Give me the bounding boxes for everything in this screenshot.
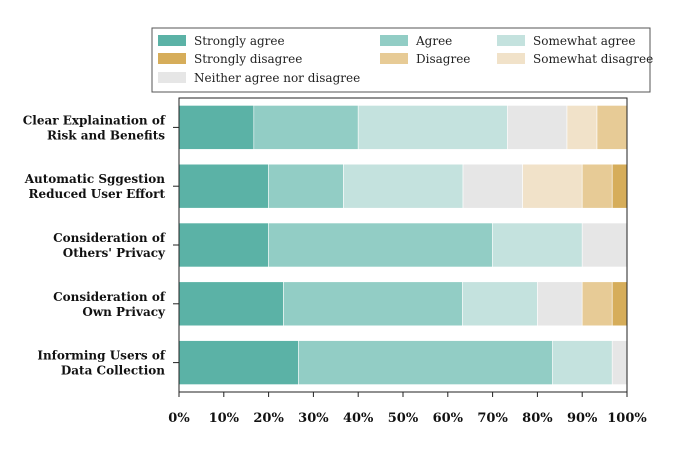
- legend-swatch: [158, 53, 186, 64]
- axes-group: [173, 97, 628, 397]
- bar-segment-strongly-agree: [178, 340, 299, 385]
- x-tick-label: 40%: [343, 411, 374, 426]
- x-tick-label: 50%: [388, 411, 419, 426]
- bar-segment-disagree: [581, 281, 613, 327]
- legend-swatch: [497, 53, 525, 64]
- bar-segment-strongly-disagree: [611, 281, 628, 327]
- bar-segment-agree: [268, 222, 493, 268]
- legend-item-strongly-agree: Strongly agree: [158, 34, 285, 48]
- bar-segment-somewhat-agree: [357, 105, 508, 150]
- legend-swatch: [497, 35, 525, 46]
- bar-segment-somewhat-agree: [492, 222, 583, 268]
- bar-segment-neither-agree-nor-disagree: [581, 222, 628, 268]
- legend-label: Disagree: [416, 52, 470, 66]
- legend-swatch: [380, 35, 408, 46]
- x-tick-label: 30%: [298, 411, 329, 426]
- legend-item-strongly-disagree: Strongly disagree: [158, 52, 302, 66]
- bar-segment-agree: [268, 163, 344, 209]
- legend-label: Neither agree nor disagree: [194, 71, 360, 85]
- x-tick-label: 80%: [522, 411, 553, 426]
- legend-label: Strongly agree: [194, 34, 285, 48]
- bar-segment-neither-agree-nor-disagree: [462, 163, 523, 209]
- bar-segment-disagree: [596, 105, 628, 150]
- bar-segment-agree: [253, 105, 359, 150]
- legend-item-somewhat-agree: Somewhat agree: [497, 34, 636, 48]
- x-tick-label: 20%: [253, 411, 284, 426]
- category-label: Consideration of Own Privacy: [53, 290, 166, 319]
- category-label: Consideration of Others' Privacy: [53, 231, 166, 260]
- legend-item-agree: Agree: [380, 34, 452, 48]
- bar-segment-strongly-agree: [178, 281, 284, 327]
- x-tick-label: 100%: [607, 411, 647, 426]
- bars-group: [178, 105, 628, 385]
- bar-segment-agree: [298, 340, 553, 385]
- bar-segment-strongly-agree: [178, 163, 269, 209]
- legend-item-somewhat-disagree: Somewhat disagree: [497, 52, 653, 66]
- x-tick-label: 60%: [433, 411, 464, 426]
- legend: Strongly agree Agree Somewhat agree Strongl…: [158, 34, 653, 85]
- x-tick-label: 70%: [477, 411, 508, 426]
- bar-segment-somewhat-agree: [343, 163, 464, 209]
- legend-item-neither-agree-nor-disagree: Neither agree nor disagree: [158, 71, 360, 85]
- bar-segment-strongly-disagree: [611, 163, 628, 209]
- legend-item-disagree: Disagree: [380, 52, 470, 66]
- bar-segment-somewhat-disagree: [566, 105, 598, 150]
- x-tick-labels: 0% 10% 20% 30% 40% 50% 60% 70% 80% 90% 100%: [168, 411, 647, 426]
- bar-segment-disagree: [581, 163, 613, 209]
- bar-segment-agree: [283, 281, 463, 327]
- legend-label: Strongly disagree: [194, 52, 302, 66]
- category-label: Informing Users of Data Collection: [37, 349, 165, 378]
- legend-swatch: [380, 53, 408, 64]
- bar-segment-somewhat-agree: [462, 281, 538, 327]
- bar-segment-strongly-agree: [178, 105, 255, 150]
- category-labels: Clear Explaination of Risk and Benefits Au…: [23, 113, 166, 377]
- legend-swatch: [158, 35, 186, 46]
- x-tick-label: 10%: [209, 411, 240, 426]
- bar-segment-somewhat-agree: [552, 340, 613, 385]
- legend-label: Somewhat disagree: [533, 52, 653, 66]
- bar-segment-neither-agree-nor-disagree: [507, 105, 568, 150]
- x-tick-label: 0%: [168, 411, 190, 426]
- category-label: Automatic Sggestion Reduced User Effort: [24, 172, 166, 201]
- legend-label: Somewhat agree: [533, 34, 636, 48]
- bar-segment-neither-agree-nor-disagree: [537, 281, 583, 327]
- bar-segment-strongly-agree: [178, 222, 269, 268]
- bar-segment-somewhat-disagree: [522, 163, 583, 209]
- bar-segment-neither-agree-nor-disagree: [611, 340, 628, 385]
- legend-swatch: [158, 72, 186, 83]
- legend-label: Agree: [415, 34, 452, 48]
- category-label: Clear Explaination of Risk and Benefits: [23, 113, 166, 142]
- x-tick-label: 90%: [567, 411, 598, 426]
